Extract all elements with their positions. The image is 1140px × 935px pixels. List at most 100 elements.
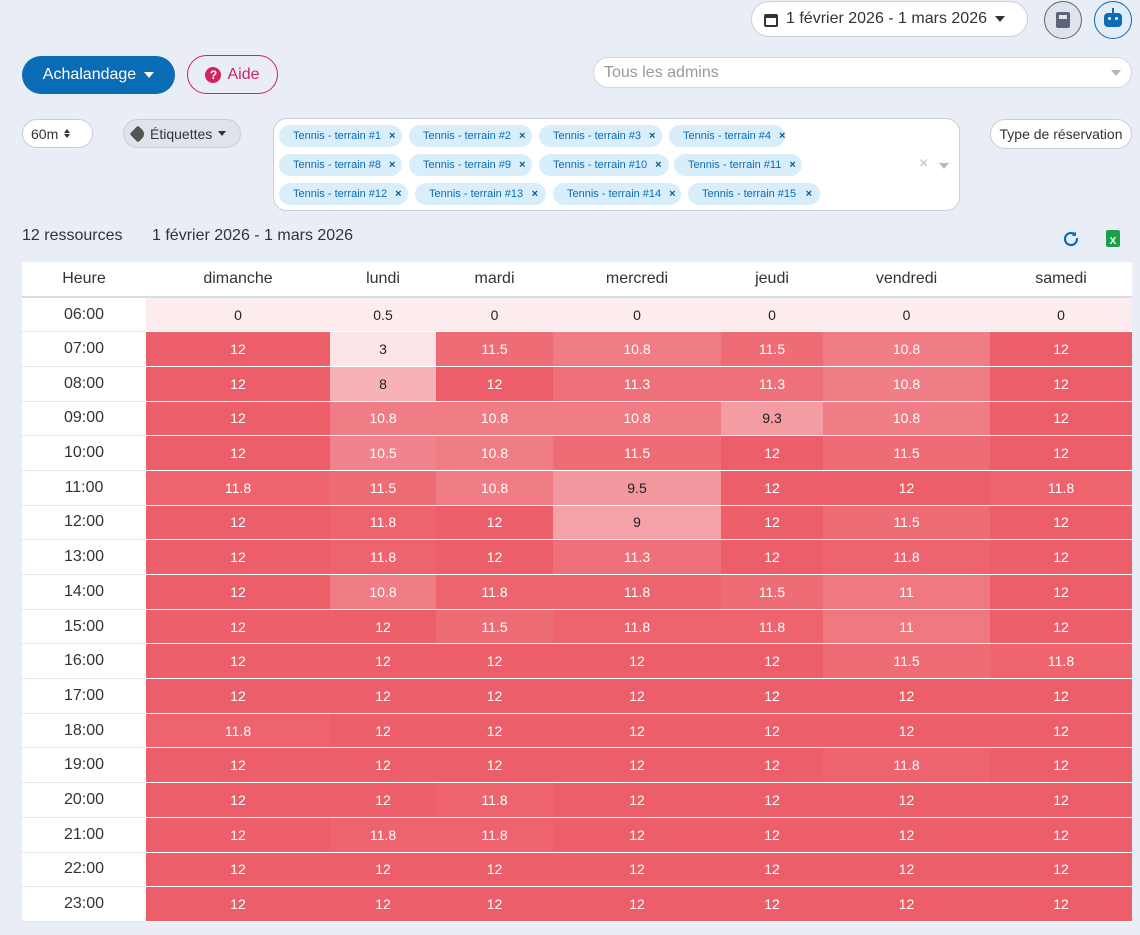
heatmap-cell: 0 bbox=[721, 297, 823, 333]
heatmap-cell: 12 bbox=[330, 782, 436, 818]
heatmap-cell: 11.8 bbox=[823, 539, 990, 575]
heatmap-cell: 11.5 bbox=[436, 331, 553, 367]
table-row: 20:00 12 12 11.8 12 12 12 12 bbox=[22, 782, 1132, 818]
resource-chip[interactable]: Tennis - terrain #11 × bbox=[674, 154, 802, 176]
heatmap-cell: 12 bbox=[146, 747, 330, 784]
heatmap-cell: 11.8 bbox=[146, 470, 330, 506]
heatmap-cell: 12 bbox=[721, 886, 823, 922]
heatmap-cell: 10.8 bbox=[823, 401, 990, 437]
tags-label: Étiquettes bbox=[150, 125, 213, 142]
question-circle-icon: ? bbox=[205, 66, 222, 83]
hour-cell: 18:00 bbox=[22, 713, 146, 749]
resource-chip[interactable]: Tennis - terrain #14 × bbox=[553, 183, 681, 205]
hour-cell: 23:00 bbox=[22, 886, 146, 922]
hour-cell: 15:00 bbox=[22, 609, 146, 645]
hour-cell: 14:00 bbox=[22, 574, 146, 610]
heatmap-cell: 3 bbox=[330, 331, 436, 367]
heatmap-cell: 12 bbox=[990, 366, 1132, 402]
heatmap-cell: 12 bbox=[823, 678, 990, 714]
heatmap-cell: 10.8 bbox=[330, 574, 436, 610]
heatmap-cell: 11.5 bbox=[721, 574, 823, 610]
column-header-day[interactable]: dimanche bbox=[146, 262, 330, 298]
heatmap-cell: 12 bbox=[146, 817, 330, 853]
hour-cell: 22:00 bbox=[22, 852, 146, 888]
table-row: 12:00 12 11.8 12 9 12 11.5 12 bbox=[22, 505, 1132, 541]
table-row: 08:00 12 8 12 11.3 11.3 10.8 12 bbox=[22, 366, 1132, 402]
resource-chip[interactable]: Tennis - terrain #15 × bbox=[688, 183, 820, 205]
resource-chip[interactable]: Tennis - terrain #9 × bbox=[409, 154, 532, 176]
calculator-button[interactable] bbox=[1044, 1, 1082, 39]
chevron-down-icon[interactable] bbox=[939, 163, 949, 169]
heatmap-cell: 12 bbox=[330, 886, 436, 922]
heatmap-cell: 0 bbox=[553, 297, 721, 333]
heatmap-cell: 11.3 bbox=[553, 539, 721, 575]
table-row: 22:00 12 12 12 12 12 12 12 bbox=[22, 852, 1132, 888]
resource-chip[interactable]: Tennis - terrain #1 × bbox=[279, 125, 402, 147]
remove-chip-icon[interactable]: × bbox=[805, 188, 812, 200]
heatmap-cell: 12 bbox=[436, 678, 553, 714]
column-header-day[interactable]: samedi bbox=[990, 262, 1132, 298]
excel-export-icon[interactable]: X bbox=[1106, 230, 1120, 247]
heatmap-cell: 11.8 bbox=[436, 574, 553, 610]
heatmap-cell: 12 bbox=[823, 886, 990, 922]
heatmap-cell: 12 bbox=[721, 539, 823, 575]
resource-chip-label: Tennis - terrain #13 bbox=[429, 188, 524, 200]
column-header-day[interactable]: vendredi bbox=[823, 262, 990, 298]
resource-chip[interactable]: Tennis - terrain #12 × bbox=[279, 183, 408, 205]
interval-select[interactable]: 60m bbox=[22, 119, 93, 148]
help-button[interactable]: ? Aide bbox=[187, 55, 278, 94]
resource-chip[interactable]: Tennis - terrain #8 × bbox=[279, 154, 402, 176]
remove-chip-icon[interactable]: × bbox=[519, 159, 526, 171]
heatmap-cell: 12 bbox=[330, 852, 436, 888]
remove-chip-icon[interactable]: × bbox=[519, 130, 526, 142]
remove-chip-icon[interactable]: × bbox=[531, 188, 538, 200]
remove-chip-icon[interactable]: × bbox=[389, 130, 396, 142]
heatmap-cell: 12 bbox=[146, 886, 330, 922]
heatmap-cell: 11.8 bbox=[330, 505, 436, 541]
robot-button[interactable] bbox=[1094, 1, 1132, 39]
refresh-icon[interactable] bbox=[1062, 230, 1080, 248]
heatmap-cell: 12 bbox=[436, 747, 553, 784]
heatmap-cell: 12 bbox=[553, 852, 721, 888]
remove-chip-icon[interactable]: × bbox=[649, 130, 656, 142]
heatmap-cell: 12 bbox=[330, 643, 436, 680]
resource-chip[interactable]: Tennis - terrain #3 × bbox=[539, 125, 662, 147]
heatmap-cell: 0 bbox=[146, 297, 330, 333]
resource-multiselect[interactable]: Tennis - terrain #1 × Tennis - terrain #2 ×… bbox=[273, 118, 960, 211]
heatmap-cell: 12 bbox=[990, 609, 1132, 645]
remove-chip-icon[interactable]: × bbox=[395, 188, 402, 200]
excel-label: X bbox=[1109, 236, 1117, 247]
column-header-day[interactable]: jeudi bbox=[721, 262, 823, 298]
date-range-label: 1 février 2026 - 1 mars 2026 bbox=[786, 10, 987, 27]
heatmap-cell: 12 bbox=[146, 331, 330, 367]
resource-chip[interactable]: Tennis - terrain #2 × bbox=[409, 125, 532, 147]
heatmap-cell: 12 bbox=[990, 539, 1132, 575]
heatmap-cell: 12 bbox=[823, 713, 990, 749]
remove-chip-icon[interactable]: × bbox=[389, 159, 396, 171]
remove-chip-icon[interactable]: × bbox=[789, 159, 796, 171]
heatmap-cell: 12 bbox=[721, 470, 823, 506]
remove-chip-icon[interactable]: × bbox=[669, 188, 676, 200]
column-header-day[interactable]: lundi bbox=[330, 262, 436, 298]
reservation-type-button[interactable]: Type de réservation bbox=[990, 119, 1132, 149]
heatmap-cell: 8 bbox=[330, 366, 436, 402]
heatmap-cell: 10.5 bbox=[330, 435, 436, 471]
resource-chip[interactable]: Tennis - terrain #4 × bbox=[669, 125, 785, 147]
heatmap-cell: 12 bbox=[553, 782, 721, 818]
heatmap-cell: 12 bbox=[146, 435, 330, 471]
clear-all-icon[interactable]: × bbox=[919, 155, 929, 172]
heatmap-cell: 12 bbox=[990, 678, 1132, 714]
heatmap-cell: 12 bbox=[990, 817, 1132, 853]
remove-chip-icon[interactable]: × bbox=[779, 130, 786, 142]
achalandage-dropdown-button[interactable]: Achalandage bbox=[22, 56, 175, 94]
column-header-day[interactable]: mercredi bbox=[553, 262, 721, 298]
resource-chip[interactable]: Tennis - terrain #13 × bbox=[415, 183, 546, 205]
table-row: 19:00 12 12 12 12 12 11.8 12 bbox=[22, 747, 1132, 784]
date-range-picker[interactable]: 1 février 2026 - 1 mars 2026 bbox=[751, 1, 1028, 37]
remove-chip-icon[interactable]: × bbox=[655, 159, 662, 171]
heatmap-cell: 12 bbox=[721, 678, 823, 714]
tags-dropdown-button[interactable]: Étiquettes bbox=[123, 119, 241, 148]
admin-select[interactable]: Tous les admins bbox=[593, 57, 1132, 88]
column-header-day[interactable]: mardi bbox=[436, 262, 553, 298]
resource-chip[interactable]: Tennis - terrain #10 × bbox=[539, 154, 669, 176]
